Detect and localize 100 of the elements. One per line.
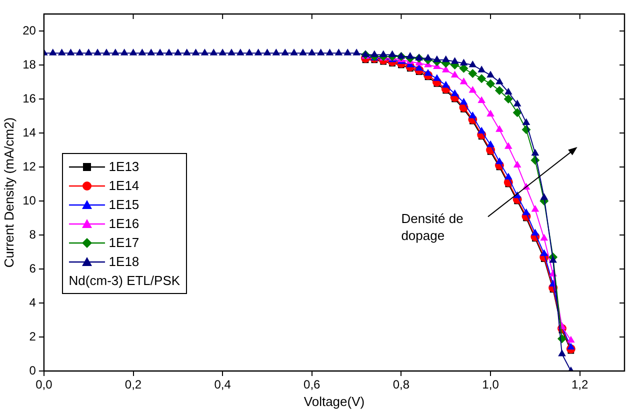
y-tick-label: 6 bbox=[29, 261, 36, 276]
x-tick-label: 0,0 bbox=[36, 378, 53, 392]
point bbox=[147, 48, 156, 56]
y-tick-label: 0 bbox=[29, 363, 36, 378]
point bbox=[415, 54, 423, 60]
point bbox=[442, 66, 450, 72]
point bbox=[558, 350, 566, 356]
point bbox=[478, 96, 486, 103]
point bbox=[522, 208, 530, 216]
point bbox=[58, 48, 66, 56]
point bbox=[531, 205, 540, 212]
point bbox=[504, 88, 512, 94]
legend-label: 1E13 bbox=[108, 158, 140, 176]
point bbox=[567, 342, 575, 350]
point bbox=[504, 172, 512, 180]
point bbox=[540, 249, 548, 256]
point bbox=[281, 48, 289, 56]
annotation: Densité de dopage bbox=[401, 210, 482, 244]
y-tick-label: 12 bbox=[22, 159, 36, 174]
y-axis-title: Current Density (mA/cm2) bbox=[1, 117, 16, 268]
point bbox=[200, 48, 209, 56]
point bbox=[192, 48, 200, 56]
y-tick-label: 20 bbox=[22, 23, 36, 38]
point bbox=[156, 48, 164, 56]
point bbox=[334, 48, 343, 56]
y-tick-label: 4 bbox=[29, 295, 36, 310]
x-tick-label: 0,4 bbox=[214, 378, 232, 392]
legend-label: 1E18 bbox=[108, 253, 140, 272]
point bbox=[468, 60, 477, 68]
point bbox=[450, 70, 459, 78]
point bbox=[272, 48, 280, 56]
legend-label: 1E15 bbox=[108, 196, 140, 214]
point bbox=[236, 48, 244, 56]
point bbox=[424, 69, 432, 76]
point bbox=[567, 336, 575, 343]
point bbox=[468, 69, 478, 78]
point bbox=[442, 55, 450, 62]
point bbox=[486, 140, 494, 148]
point bbox=[460, 58, 468, 66]
point bbox=[494, 86, 504, 95]
legend-label: 1E14 bbox=[108, 177, 140, 196]
point bbox=[460, 98, 468, 105]
point bbox=[245, 48, 254, 56]
legend-label: 1E17 bbox=[108, 234, 140, 252]
point bbox=[406, 52, 414, 59]
point bbox=[112, 48, 120, 56]
x-tick-label: 0,6 bbox=[304, 378, 321, 392]
x-tick-label: 0,8 bbox=[392, 378, 410, 392]
point bbox=[504, 94, 513, 104]
legend-title: Nd(cm-3) ETL/PSK bbox=[68, 272, 180, 290]
point bbox=[316, 48, 325, 56]
point bbox=[308, 48, 316, 56]
point bbox=[352, 48, 360, 56]
point bbox=[477, 74, 486, 84]
x-tick-label: 0,2 bbox=[124, 378, 142, 392]
y-tick-label: 16 bbox=[22, 91, 36, 106]
y-tick-label: 14 bbox=[22, 125, 36, 140]
point bbox=[549, 256, 557, 263]
point bbox=[218, 48, 226, 56]
point bbox=[424, 54, 432, 60]
y-tick-label: 8 bbox=[29, 227, 36, 242]
point bbox=[174, 48, 182, 56]
point bbox=[84, 48, 93, 56]
point bbox=[512, 108, 522, 118]
point bbox=[290, 48, 298, 56]
point bbox=[522, 118, 530, 126]
point bbox=[388, 50, 396, 58]
point bbox=[496, 125, 504, 132]
point bbox=[460, 78, 468, 84]
y-tick-label: 2 bbox=[29, 329, 36, 344]
point bbox=[478, 126, 486, 134]
point bbox=[496, 157, 504, 164]
point bbox=[66, 48, 75, 56]
point bbox=[254, 48, 262, 56]
x-tick-label: 1,2 bbox=[572, 378, 589, 392]
point bbox=[478, 66, 486, 72]
point bbox=[76, 48, 84, 56]
legend-label: 1E16 bbox=[108, 215, 140, 234]
point bbox=[496, 78, 504, 84]
x-axis-title: Voltage(V) bbox=[304, 394, 365, 409]
point bbox=[326, 48, 334, 56]
point bbox=[486, 110, 494, 117]
point bbox=[228, 48, 236, 56]
point bbox=[442, 80, 450, 88]
point bbox=[450, 57, 459, 64]
point bbox=[433, 74, 441, 81]
point bbox=[450, 89, 459, 96]
point bbox=[486, 79, 496, 88]
point bbox=[165, 48, 173, 56]
point bbox=[513, 160, 522, 168]
point bbox=[468, 86, 477, 93]
point bbox=[468, 112, 477, 118]
point bbox=[504, 142, 512, 149]
point bbox=[433, 55, 441, 62]
point bbox=[263, 48, 272, 56]
y-tick-label: 18 bbox=[22, 57, 36, 72]
point bbox=[540, 234, 548, 241]
point bbox=[94, 48, 102, 56]
point bbox=[48, 48, 57, 56]
y-tick-label: 10 bbox=[22, 193, 36, 208]
